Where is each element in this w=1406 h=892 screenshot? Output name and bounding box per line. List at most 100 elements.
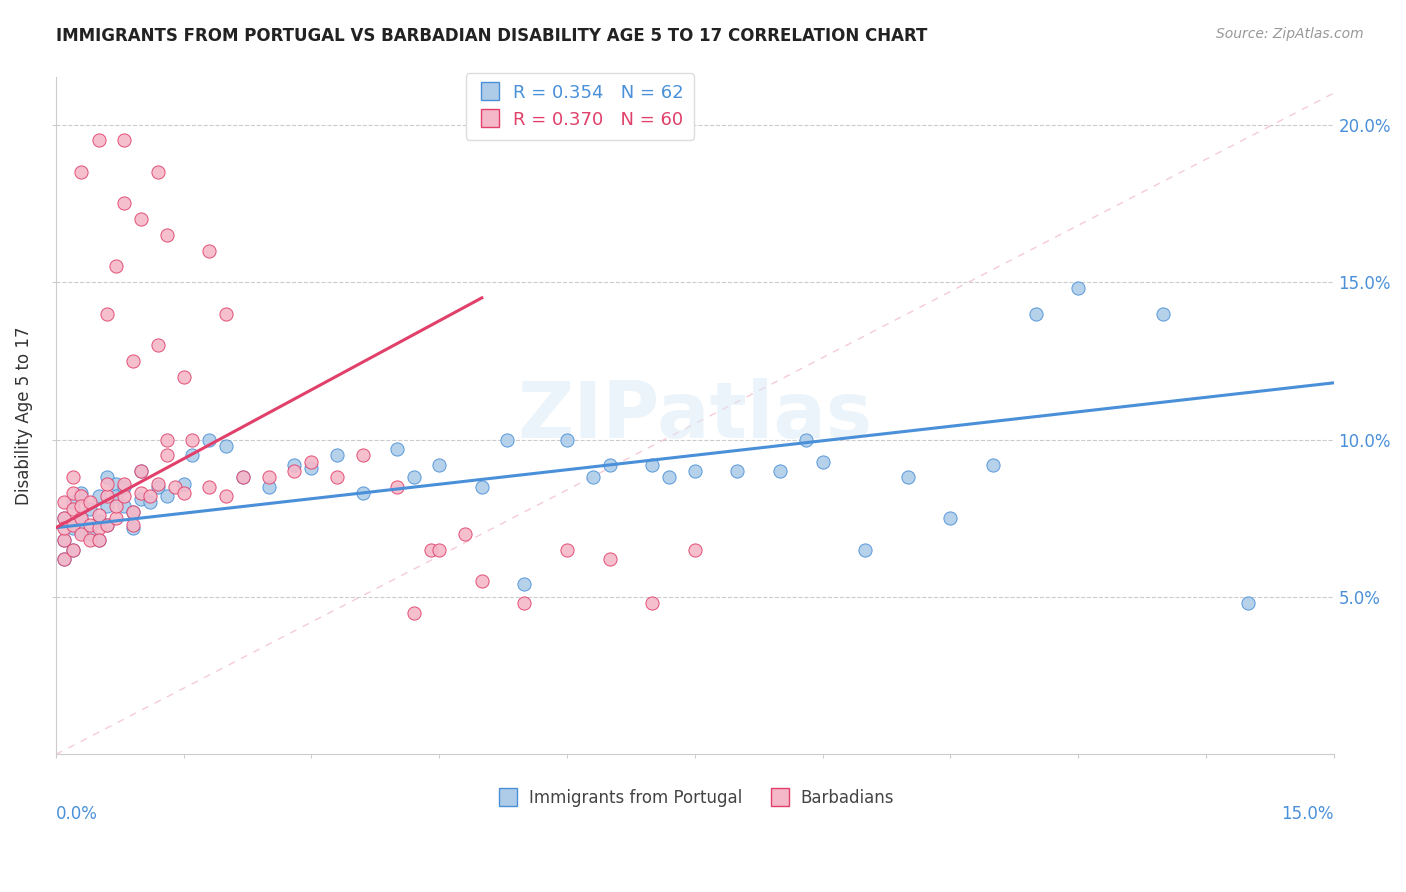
Point (232, 470, 254, 484)
Point (301, 460, 323, 475)
Point (215, 307, 238, 321)
Point (156, 227, 179, 242)
Point (981, 458, 1004, 472)
Point (96, 517, 118, 532)
Point (112, 476, 135, 491)
Point (62, 470, 84, 484)
Point (599, 458, 621, 472)
Point (62, 542, 84, 557)
Point (173, 476, 195, 491)
Point (79, 533, 101, 548)
Point (555, 433, 578, 447)
Point (198, 480, 221, 494)
Point (146, 338, 169, 352)
Point (79, 517, 101, 532)
Point (96, 517, 118, 532)
Point (87, 533, 110, 548)
Point (283, 458, 305, 472)
Text: Source: ZipAtlas.com: Source: ZipAtlas.com (1216, 27, 1364, 41)
Point (427, 458, 450, 472)
Point (96, 470, 118, 484)
Point (121, 521, 143, 535)
Point (87, 133, 110, 147)
Point (402, 470, 425, 484)
Point (326, 448, 349, 462)
Point (198, 433, 221, 447)
Point (129, 464, 152, 478)
Point (1067, 281, 1090, 295)
Point (129, 486, 152, 500)
Point (70, 486, 93, 500)
Point (62, 486, 84, 500)
Point (402, 606, 425, 620)
Point (121, 505, 143, 519)
Point (96, 499, 118, 513)
Point (1024, 307, 1046, 321)
Point (70, 499, 93, 513)
Point (352, 448, 374, 462)
Point (725, 464, 748, 478)
Point (658, 470, 681, 484)
Point (53, 533, 76, 548)
Point (939, 511, 962, 525)
Point (581, 470, 603, 484)
Point (146, 480, 169, 494)
Y-axis label: Disability Age 5 to 17: Disability Age 5 to 17 (15, 326, 32, 505)
Point (53, 511, 76, 525)
Point (326, 470, 349, 484)
Point (599, 552, 621, 566)
Point (156, 448, 179, 462)
Point (146, 165, 169, 179)
Point (79, 501, 101, 516)
Point (53, 521, 76, 535)
Point (156, 489, 179, 503)
Point (419, 542, 441, 557)
Point (555, 542, 578, 557)
Point (471, 480, 494, 494)
Point (112, 489, 135, 503)
Point (62, 517, 84, 532)
Point (112, 499, 135, 513)
Point (70, 511, 93, 525)
Point (121, 505, 143, 519)
Point (112, 133, 135, 147)
Point (112, 480, 135, 494)
Point (53, 533, 76, 548)
Point (104, 511, 127, 525)
Point (70, 527, 93, 541)
Point (138, 489, 160, 503)
Point (129, 464, 152, 478)
Point (129, 212, 152, 227)
Point (96, 476, 118, 491)
Point (641, 458, 664, 472)
Point (173, 486, 195, 500)
Point (87, 533, 110, 548)
Point (96, 307, 118, 321)
Point (385, 480, 408, 494)
Point (811, 454, 834, 468)
Point (215, 489, 238, 503)
Point (257, 480, 280, 494)
Point (1152, 307, 1174, 321)
Point (496, 433, 519, 447)
Point (70, 165, 93, 179)
Point (232, 470, 254, 484)
Point (1237, 596, 1260, 610)
Point (853, 542, 876, 557)
Point (427, 542, 450, 557)
Point (104, 260, 127, 274)
Point (104, 489, 127, 503)
Point (198, 244, 221, 258)
Point (513, 577, 536, 591)
Point (769, 464, 792, 478)
Point (121, 517, 143, 532)
Point (683, 464, 706, 478)
Point (513, 596, 536, 610)
Point (79, 527, 101, 541)
Point (87, 508, 110, 522)
Point (96, 489, 118, 503)
Text: ZIPatlas: ZIPatlas (517, 378, 872, 454)
Text: IMMIGRANTS FROM PORTUGAL VS BARBADIAN DISABILITY AGE 5 TO 17 CORRELATION CHART: IMMIGRANTS FROM PORTUGAL VS BARBADIAN DI… (56, 27, 928, 45)
Point (79, 495, 101, 509)
Point (897, 470, 920, 484)
